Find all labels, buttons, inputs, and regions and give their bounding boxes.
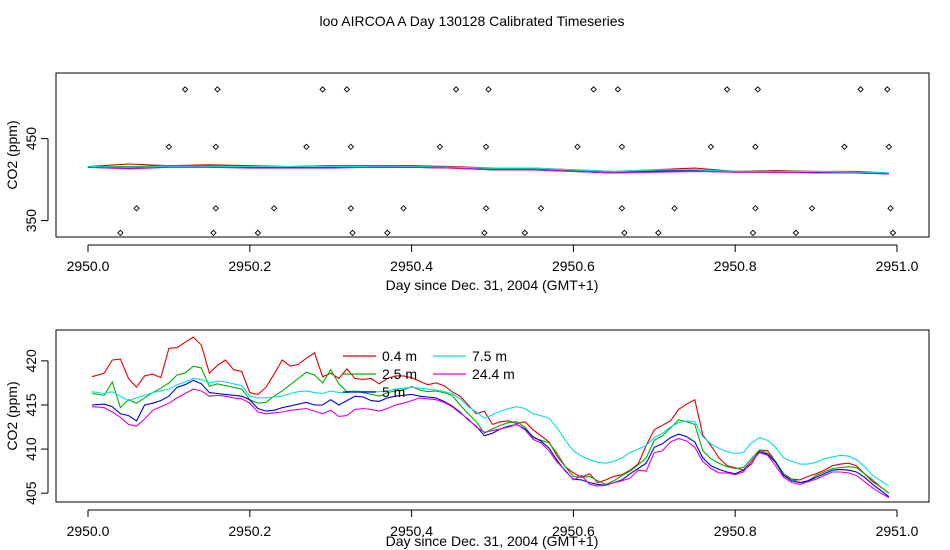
data-point-marker — [752, 205, 759, 212]
data-point-marker — [655, 229, 662, 237]
data-point-marker — [165, 143, 173, 151]
data-point-marker — [117, 229, 124, 237]
bot-y-tick-label: 410 — [23, 437, 39, 461]
data-point-marker — [485, 86, 492, 93]
bot-x-tick-label: 2951.0 — [876, 523, 919, 539]
bot-x-tick-label: 2950.4 — [390, 523, 433, 539]
data-point-marker — [349, 229, 356, 237]
bot-series-2-5-m — [91, 365, 890, 494]
legend-label-5-m: 5 m — [382, 384, 405, 400]
data-point-marker — [452, 86, 460, 93]
data-point-marker — [521, 229, 529, 237]
data-point-marker — [133, 205, 140, 212]
top-y-axis: 350 450 — [23, 127, 49, 233]
data-point-marker — [841, 143, 848, 151]
data-point-marker — [212, 205, 220, 212]
bot-series-5-m — [91, 379, 890, 498]
top-x-tick-label: 2950.8 — [714, 258, 757, 274]
data-point-marker — [181, 86, 189, 93]
bot-x-tick-label: 2950.2 — [228, 523, 271, 539]
data-point-marker — [319, 86, 326, 93]
bot-x-tick-label: 2950.8 — [714, 523, 757, 539]
top-x-tick-label: 2950.6 — [552, 258, 595, 274]
top-plot-frame — [55, 72, 930, 238]
data-point-marker — [537, 205, 545, 212]
bottom-x-axis: 2950.0 2950.2 2950.4 2950.6 2950.8 2951.0 — [67, 509, 919, 539]
data-point-marker — [749, 229, 757, 237]
chart-title: loo AIRCOA A Day 130128 Calibrated Times… — [319, 13, 624, 29]
data-point-marker — [482, 143, 490, 151]
data-point-marker — [808, 205, 816, 212]
top-x-tick-label: 2950.0 — [67, 258, 110, 274]
top-x-axis: 2950.0 2950.2 2950.4 2950.6 2950.8 2951.0 — [67, 244, 919, 274]
top-series-7-5-m — [87, 165, 889, 174]
bot-series-7-5-m — [91, 377, 890, 487]
top-y-tick-label: 350 — [23, 209, 39, 233]
data-point-marker — [621, 229, 628, 237]
bottom-series-lines — [91, 336, 890, 499]
top-series-lines — [87, 163, 889, 175]
data-point-marker — [754, 86, 762, 93]
data-point-marker — [343, 86, 351, 93]
bottom-x-axis-label: Day since Dec. 31, 2004 (GMT+1) — [386, 533, 599, 549]
bot-y-tick-label: 405 — [23, 481, 39, 505]
top-x-axis-label: Day since Dec. 31, 2004 (GMT+1) — [386, 277, 599, 293]
bot-x-tick-label: 2950.6 — [552, 523, 595, 539]
data-point-marker — [384, 229, 391, 237]
data-point-marker — [482, 205, 490, 212]
data-point-marker — [590, 86, 597, 93]
top-series-24-4-m — [87, 166, 889, 175]
data-point-marker — [618, 143, 626, 151]
bot-y-tick-label: 420 — [23, 349, 39, 373]
data-point-marker — [214, 86, 221, 93]
data-point-marker — [303, 143, 310, 151]
data-point-marker — [707, 143, 715, 151]
data-point-marker — [887, 205, 894, 212]
data-point-marker — [436, 143, 444, 151]
data-point-marker — [671, 205, 678, 212]
data-point-marker — [884, 86, 891, 93]
bottom-y-axis: 405 410 415 420 — [23, 349, 49, 505]
bot-series-24-4-m — [91, 388, 890, 499]
data-point-marker — [889, 229, 897, 237]
top-x-tick-label: 2950.4 — [390, 258, 433, 274]
data-point-marker — [212, 143, 220, 151]
bot-x-tick-label: 2950.0 — [67, 523, 110, 539]
data-point-marker — [723, 86, 731, 93]
bottom-y-axis-label: CO2 (ppm) — [4, 381, 20, 450]
bottom-plot-frame — [55, 329, 930, 503]
data-point-marker — [618, 205, 626, 212]
data-point-marker — [400, 205, 407, 212]
top-x-tick-label: 2951.0 — [876, 258, 919, 274]
data-point-marker — [885, 143, 893, 151]
data-point-marker — [270, 205, 278, 212]
legend-label-2-5-m: 2.5 m — [382, 366, 417, 382]
data-point-marker — [481, 229, 488, 237]
legend-label-24-4-m: 24.4 m — [472, 366, 515, 382]
data-point-marker — [210, 229, 217, 237]
top-y-tick-label: 450 — [23, 127, 39, 151]
data-point-marker — [857, 86, 864, 93]
data-point-marker — [347, 205, 355, 212]
data-point-marker — [752, 143, 759, 151]
bot-y-tick-label: 415 — [23, 393, 39, 417]
data-point-marker — [347, 143, 355, 151]
top-x-tick-label: 2950.2 — [228, 258, 271, 274]
legend-label-7-5-m: 7.5 m — [472, 348, 507, 364]
legend: 0.4 m 2.5 m 5 m 7.5 m 24.4 m — [343, 348, 515, 400]
top-scatter-markers — [117, 86, 897, 237]
legend-label-0-4-m: 0.4 m — [382, 348, 417, 364]
top-y-axis-label: CO2 (ppm) — [4, 120, 20, 189]
data-point-marker — [792, 229, 800, 237]
data-point-marker — [614, 86, 622, 93]
data-point-marker — [254, 229, 262, 237]
data-point-marker — [574, 143, 581, 151]
